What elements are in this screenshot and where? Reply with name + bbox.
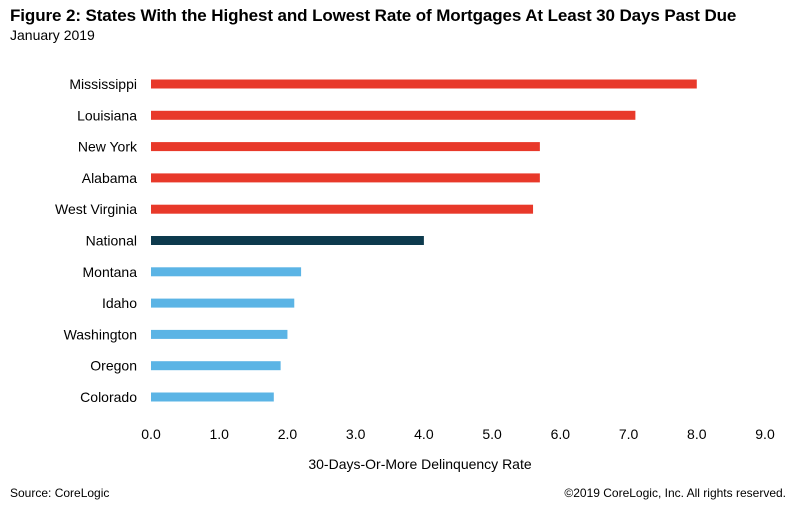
x-tick-label: 0.0 bbox=[141, 426, 161, 442]
category-label-louisiana: Louisiana bbox=[77, 107, 137, 123]
x-axis-ticks-group: 0.0 1.0 2.0 3.0 4.0 5.0 6.0 7.0 8.0 9.0 bbox=[141, 426, 775, 442]
x-tick-label: 6.0 bbox=[551, 426, 571, 442]
x-tick-label: 8.0 bbox=[687, 426, 707, 442]
bar-west-virginia bbox=[151, 204, 534, 214]
chart-title: Figure 2: States With the Highest and Lo… bbox=[10, 6, 737, 25]
bar-colorado bbox=[151, 392, 274, 402]
bar-oregon bbox=[151, 361, 281, 371]
category-label-oregon: Oregon bbox=[90, 358, 137, 374]
category-label-new-york: New York bbox=[78, 139, 138, 155]
category-label-mississippi: Mississippi bbox=[69, 76, 137, 92]
bar-louisiana bbox=[151, 110, 636, 120]
bar-idaho bbox=[151, 298, 295, 308]
bars-group bbox=[151, 79, 697, 402]
bar-mississippi bbox=[151, 79, 697, 89]
bar-alabama bbox=[151, 173, 540, 183]
bar-montana bbox=[151, 267, 302, 277]
category-labels-group: Mississippi Louisiana New York Alabama West … bbox=[55, 76, 138, 405]
category-label-alabama: Alabama bbox=[82, 170, 137, 186]
x-tick-label: 4.0 bbox=[414, 426, 434, 442]
category-label-washington: Washington bbox=[64, 326, 137, 342]
bar-national bbox=[151, 236, 424, 245]
x-tick-label: 1.0 bbox=[209, 426, 229, 442]
bar-new-york bbox=[151, 142, 540, 152]
bar-washington bbox=[151, 329, 288, 339]
category-label-national: National bbox=[86, 233, 137, 249]
source-note: Source: CoreLogic bbox=[10, 486, 110, 500]
category-label-montana: Montana bbox=[83, 264, 138, 280]
category-label-idaho: Idaho bbox=[102, 295, 137, 311]
category-label-west-virginia: West Virginia bbox=[55, 201, 137, 217]
x-tick-label: 5.0 bbox=[482, 426, 502, 442]
category-label-colorado: Colorado bbox=[80, 389, 137, 405]
x-tick-label: 3.0 bbox=[346, 426, 366, 442]
copyright-note: ©2019 CoreLogic, Inc. All rights reserve… bbox=[564, 486, 786, 500]
x-tick-label: 9.0 bbox=[755, 426, 775, 442]
x-tick-label: 2.0 bbox=[278, 426, 298, 442]
chart-subtitle: January 2019 bbox=[10, 27, 95, 43]
x-tick-label: 7.0 bbox=[619, 426, 639, 442]
x-axis-title: 30-Days-Or-More Delinquency Rate bbox=[308, 456, 532, 472]
